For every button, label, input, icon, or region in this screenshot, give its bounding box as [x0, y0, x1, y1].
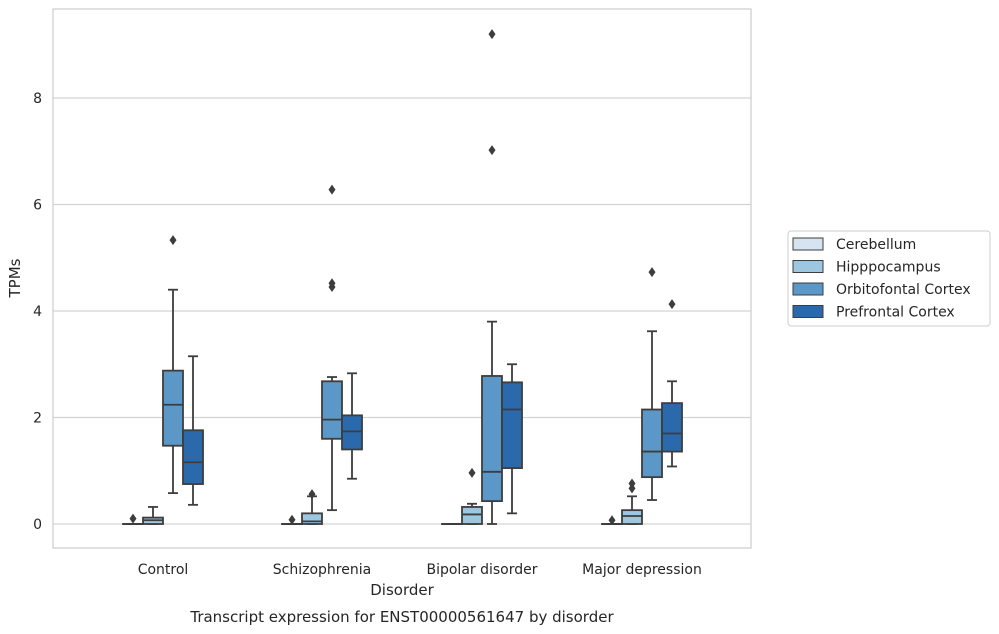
- box-control: [162, 235, 184, 495]
- iqr-box: [641, 408, 663, 479]
- box-major-depression: [621, 478, 643, 525]
- iqr-box: [301, 512, 323, 525]
- y-tick-label: 6: [33, 198, 42, 214]
- box-major-depression: [661, 299, 683, 468]
- outlier-point: [648, 267, 656, 278]
- y-tick-label: 8: [33, 91, 42, 107]
- series-prefrontal-cortex: [182, 299, 683, 515]
- x-tick-label: Schizophrenia: [273, 562, 371, 578]
- x-tick-labels: Control Schizophrenia Bipolar disorder Majo…: [138, 562, 702, 578]
- box-bipolar-disorder: [481, 29, 503, 525]
- box-schizophrenia: [341, 372, 363, 480]
- iqr-box: [501, 381, 523, 469]
- legend-label: Orbitofontal Cortex: [836, 282, 971, 298]
- outlier-point: [328, 184, 336, 195]
- legend-swatch: [792, 260, 824, 273]
- outlier-point: [628, 478, 636, 489]
- chart-caption: Transcript expression for ENST0000056164…: [189, 608, 614, 626]
- series-cerebellum: [122, 513, 623, 526]
- y-tick-label: 4: [33, 304, 42, 320]
- legend-frame: [787, 230, 991, 327]
- iqr-box: [182, 429, 204, 485]
- iqr-box: [661, 402, 683, 453]
- iqr-box: [621, 509, 643, 525]
- iqr-box: [341, 414, 363, 451]
- x-tick-label: Major depression: [582, 562, 702, 578]
- box-bipolar-disorder: [461, 467, 483, 525]
- iqr-box: [162, 369, 184, 447]
- box-control: [182, 355, 204, 506]
- box-schizophrenia: [301, 489, 323, 525]
- outlier-point: [608, 515, 616, 526]
- y-tick-label: 0: [33, 517, 42, 533]
- x-tick-label: Bipolar disorder: [426, 562, 537, 578]
- legend-swatch: [792, 305, 824, 318]
- outlier-point: [308, 489, 316, 500]
- outlier-point: [169, 235, 177, 246]
- box-major-depression: [641, 267, 663, 501]
- iqr-box: [461, 506, 483, 525]
- box-bipolar-disorder: [501, 363, 523, 515]
- series-hipppocampus: [142, 467, 643, 525]
- legend-swatch: [792, 237, 824, 251]
- outlier-point: [488, 145, 496, 156]
- box-schizophrenia: [321, 184, 343, 512]
- box-control: [142, 506, 164, 525]
- box-schizophrenia: [281, 514, 303, 526]
- x-tick-label: Control: [138, 562, 189, 578]
- legend: Cerebellum Hipppocampus Orbitofontal Corte…: [787, 230, 991, 327]
- legend-label: Prefrontal Cortex: [836, 305, 955, 321]
- box-control: [122, 513, 144, 526]
- outlier-point: [488, 29, 496, 40]
- iqr-box: [321, 380, 343, 440]
- outlier-point: [468, 467, 476, 478]
- outlier-point: [668, 299, 676, 310]
- legend-label: Cerebellum: [836, 237, 916, 253]
- outlier-point: [129, 513, 137, 524]
- outlier-point: [288, 514, 296, 525]
- legend-label: Hipppocampus: [836, 260, 941, 276]
- plot-frame: [52, 8, 752, 549]
- series-orbitofontal-cortex: [162, 29, 663, 525]
- iqr-box: [481, 375, 503, 503]
- x-axis-title: Disorder: [370, 581, 434, 599]
- y-axis-title: TPMs: [6, 258, 24, 298]
- y-tick-label: 2: [33, 411, 42, 427]
- outlier-point: [328, 278, 336, 289]
- box-series: [122, 29, 683, 526]
- y-tick-labels: 0 2 4 6 8: [33, 91, 42, 533]
- legend-swatch: [792, 282, 824, 296]
